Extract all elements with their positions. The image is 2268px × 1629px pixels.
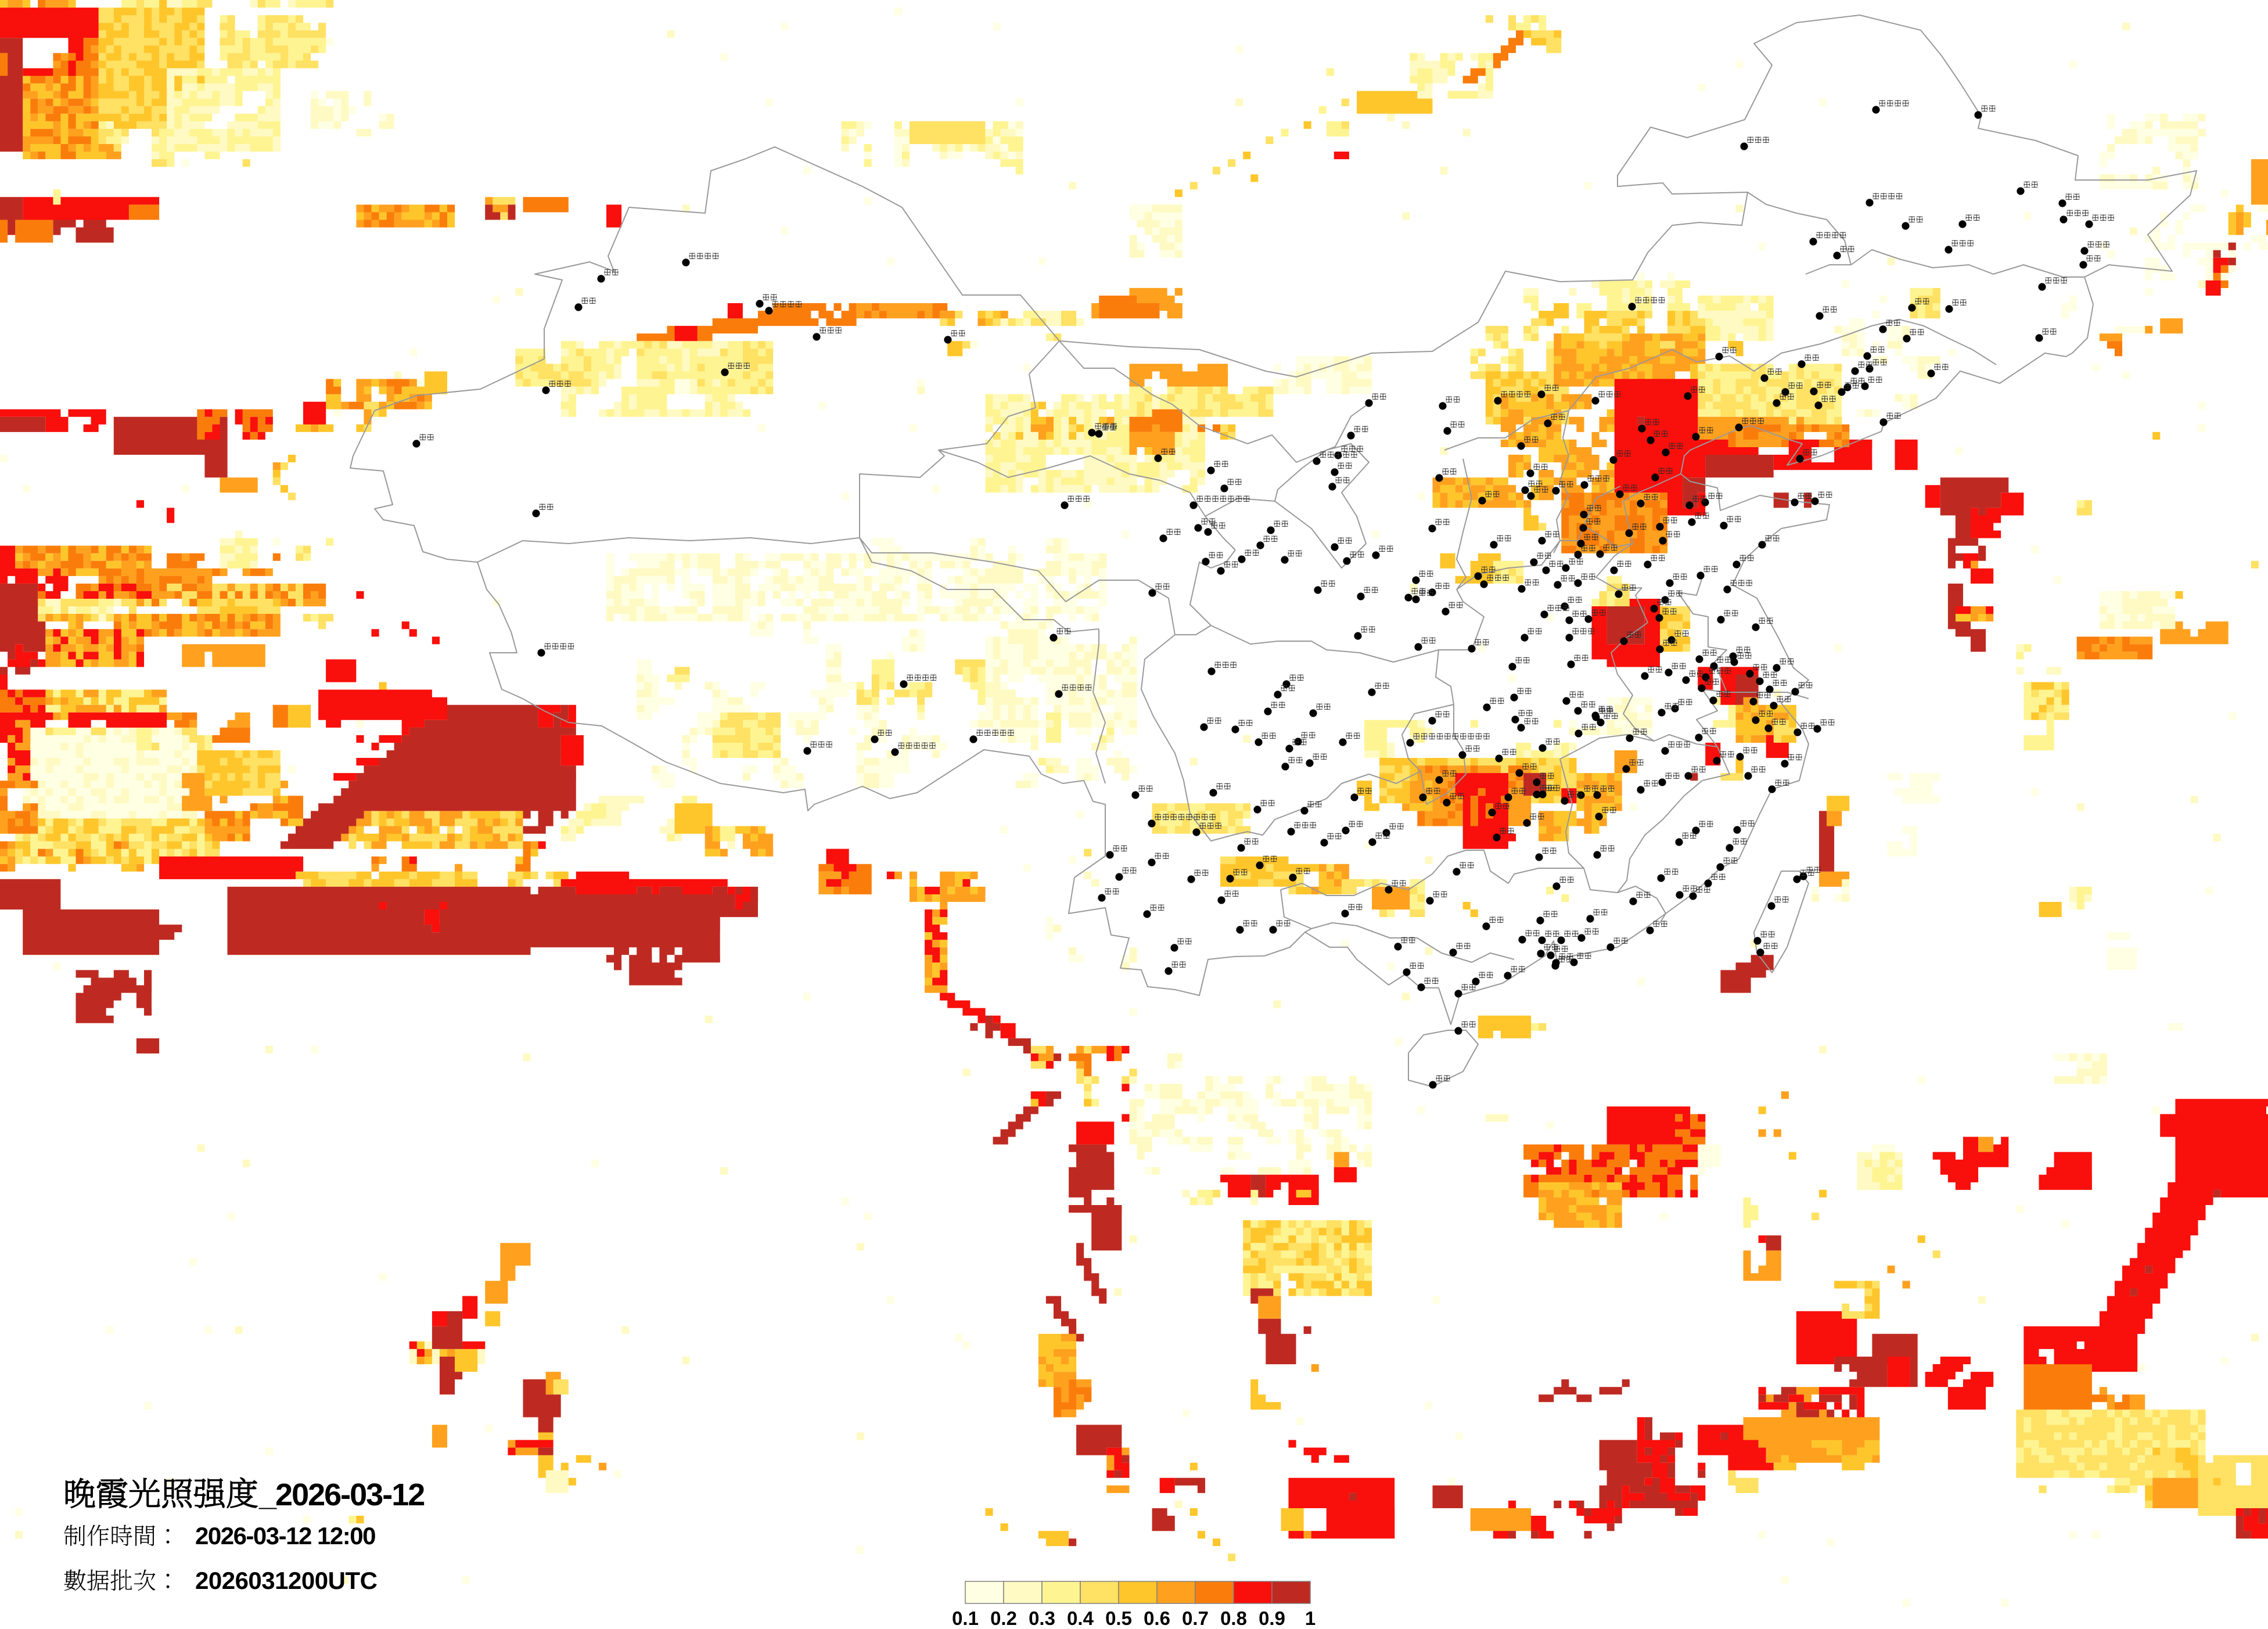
- svg-text:2026-03-12 12:00: 2026-03-12 12:00: [195, 1522, 375, 1549]
- svg-text:0.9: 0.9: [1259, 1608, 1285, 1626]
- svg-text:2026031200UTC: 2026031200UTC: [195, 1567, 378, 1594]
- svg-text:_2026-03-12: _2026-03-12: [258, 1477, 424, 1512]
- svg-text:0.4: 0.4: [1067, 1608, 1094, 1626]
- svg-text:0.5: 0.5: [1105, 1608, 1132, 1626]
- svg-text:1: 1: [1305, 1608, 1315, 1626]
- svg-text:0.7: 0.7: [1182, 1608, 1209, 1626]
- svg-text:0.3: 0.3: [1029, 1608, 1055, 1626]
- svg-text:0.8: 0.8: [1220, 1608, 1247, 1626]
- svg-text:0.1: 0.1: [952, 1608, 979, 1626]
- svg-text:0.6: 0.6: [1144, 1608, 1170, 1626]
- svg-text:0.2: 0.2: [990, 1608, 1017, 1626]
